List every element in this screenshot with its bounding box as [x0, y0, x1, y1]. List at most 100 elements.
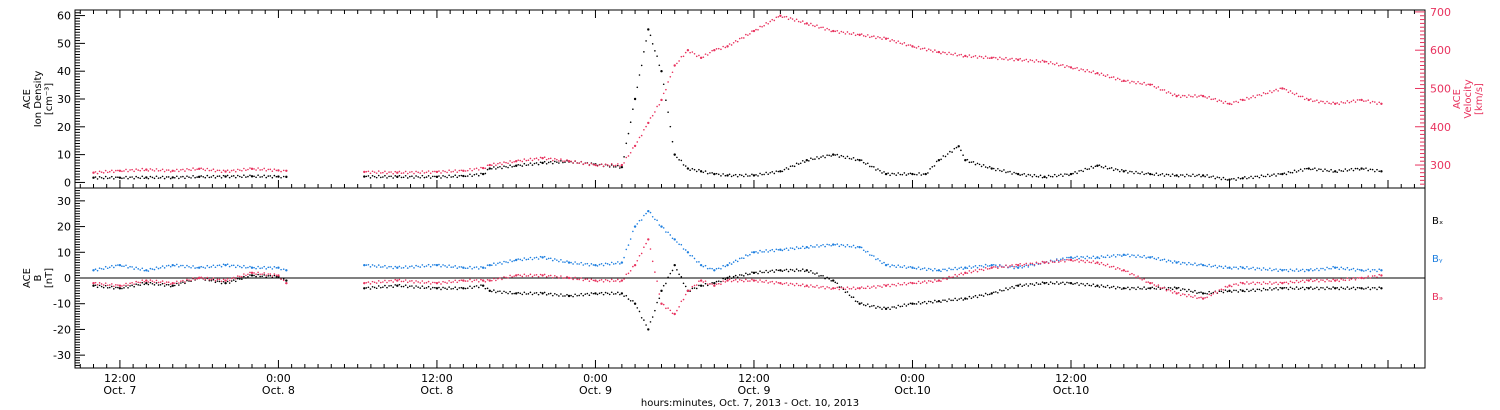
b-series-2-point	[667, 307, 669, 309]
b-series-1-point	[680, 243, 683, 246]
velocity-series-point	[791, 18, 794, 20]
b-series-1-point	[456, 267, 459, 270]
b-series-2-point	[398, 278, 401, 281]
density-series-point	[481, 172, 485, 176]
b-series-1-point	[1188, 261, 1190, 264]
velocity-series-point	[895, 41, 898, 44]
velocity-series-point	[576, 162, 578, 164]
b-series-2-point	[982, 269, 985, 272]
b-series-0-point	[1266, 289, 1269, 291]
velocity-series-point	[992, 56, 995, 59]
velocity-series-point	[452, 170, 454, 173]
b-series-1-point	[1151, 255, 1154, 258]
b-series-0-point	[480, 284, 482, 286]
b-series-0-point	[541, 292, 544, 295]
density-series-point	[178, 177, 180, 180]
b-series-2-point	[787, 284, 790, 286]
density-series-point	[844, 157, 847, 160]
b-series-0-point	[584, 293, 587, 295]
b-series-1-point	[877, 258, 879, 260]
b-series-1-point	[228, 265, 231, 268]
b-series-0-point	[466, 287, 469, 289]
b-series-1-point	[1243, 267, 1246, 270]
velocity-series-point	[196, 168, 198, 170]
b-series-1-point	[704, 264, 707, 267]
velocity-series-point	[610, 163, 613, 165]
b-series-0-point	[230, 280, 233, 282]
b-series-1-point	[576, 263, 578, 265]
b-series-2-point	[131, 281, 133, 284]
velocity-series-point	[486, 164, 489, 167]
b-series-2-point	[1218, 289, 1221, 291]
density-series-point	[1360, 167, 1363, 170]
velocity-series-point	[188, 168, 190, 171]
b-series-1-point	[1072, 257, 1074, 260]
velocity-series-point	[1362, 100, 1365, 102]
b-series-1-point	[917, 266, 920, 268]
b-series-0-point	[110, 285, 113, 288]
b-series-0-point	[161, 282, 164, 285]
velocity-series-point	[153, 170, 156, 172]
b-series-2-point	[1043, 261, 1046, 264]
b-series-2-point	[250, 271, 254, 275]
b-series-0-point	[171, 284, 174, 287]
density-series-point	[1157, 174, 1160, 177]
b-series-2-point	[1258, 281, 1261, 284]
b-series-0-point	[755, 271, 757, 274]
density-series-point	[493, 166, 495, 168]
b-series-0-point	[531, 293, 534, 296]
b-series-1-point	[275, 267, 278, 269]
density-series-point	[968, 161, 971, 164]
b-series-0-point	[713, 281, 716, 285]
velocity-series-point	[250, 167, 254, 171]
b-series-1-point	[1291, 269, 1294, 272]
b-series-0-point	[623, 295, 625, 297]
b-series-0-point	[1230, 291, 1233, 293]
b-series-2-point	[384, 279, 386, 282]
b-series-0-point	[948, 298, 950, 300]
velocity-series-point	[691, 51, 694, 53]
b-series-0-point	[698, 284, 700, 287]
density-series-point	[501, 167, 503, 170]
b-series-0-point	[1285, 286, 1288, 289]
b-series-1-point	[826, 243, 828, 246]
b-series-2-point	[838, 288, 841, 291]
density-series-point	[1001, 170, 1003, 173]
velocity-series-point	[875, 37, 877, 40]
b-series-1-point	[1252, 266, 1254, 269]
velocity-series-point	[1060, 64, 1062, 66]
b-series-1-point	[964, 266, 967, 269]
velocity-series-point	[1348, 101, 1351, 104]
velocity-series-point	[838, 32, 841, 34]
b-series-2-point	[956, 275, 958, 278]
b-series-2-point	[176, 280, 178, 283]
velocity-series-point	[1076, 67, 1078, 69]
b-series-0-point	[271, 276, 274, 279]
b-series-1-point	[937, 269, 941, 272]
b-series-2-point	[1228, 284, 1231, 287]
b-series-2-point	[388, 279, 390, 282]
b-series-2-point	[962, 273, 965, 276]
b-series-1-point	[1031, 263, 1034, 266]
b-series-1-point	[369, 266, 372, 268]
density-series-point	[1330, 168, 1332, 171]
b-series-1-point	[197, 266, 201, 269]
b-series-0-point	[1312, 288, 1314, 290]
density-series-point	[1376, 168, 1378, 171]
b-series-2-point	[986, 268, 989, 270]
b-series-2-point	[826, 286, 828, 288]
b-series-0-point	[678, 273, 680, 276]
b-series-2-point	[104, 282, 107, 284]
b-series-2-point	[879, 285, 881, 287]
b-series-0-point	[367, 286, 370, 289]
b-series-0-point	[897, 304, 900, 307]
velocity-series-point	[220, 171, 223, 174]
b-series-1-point	[184, 266, 186, 269]
density-series-point	[982, 164, 985, 166]
velocity-series-point	[1116, 77, 1119, 80]
b-series-1-point	[942, 268, 944, 271]
b-series-2-point	[481, 279, 485, 282]
b-series-1-point	[566, 260, 568, 262]
b-series-1-point	[1096, 256, 1099, 259]
b-series-1-point	[1303, 270, 1306, 273]
